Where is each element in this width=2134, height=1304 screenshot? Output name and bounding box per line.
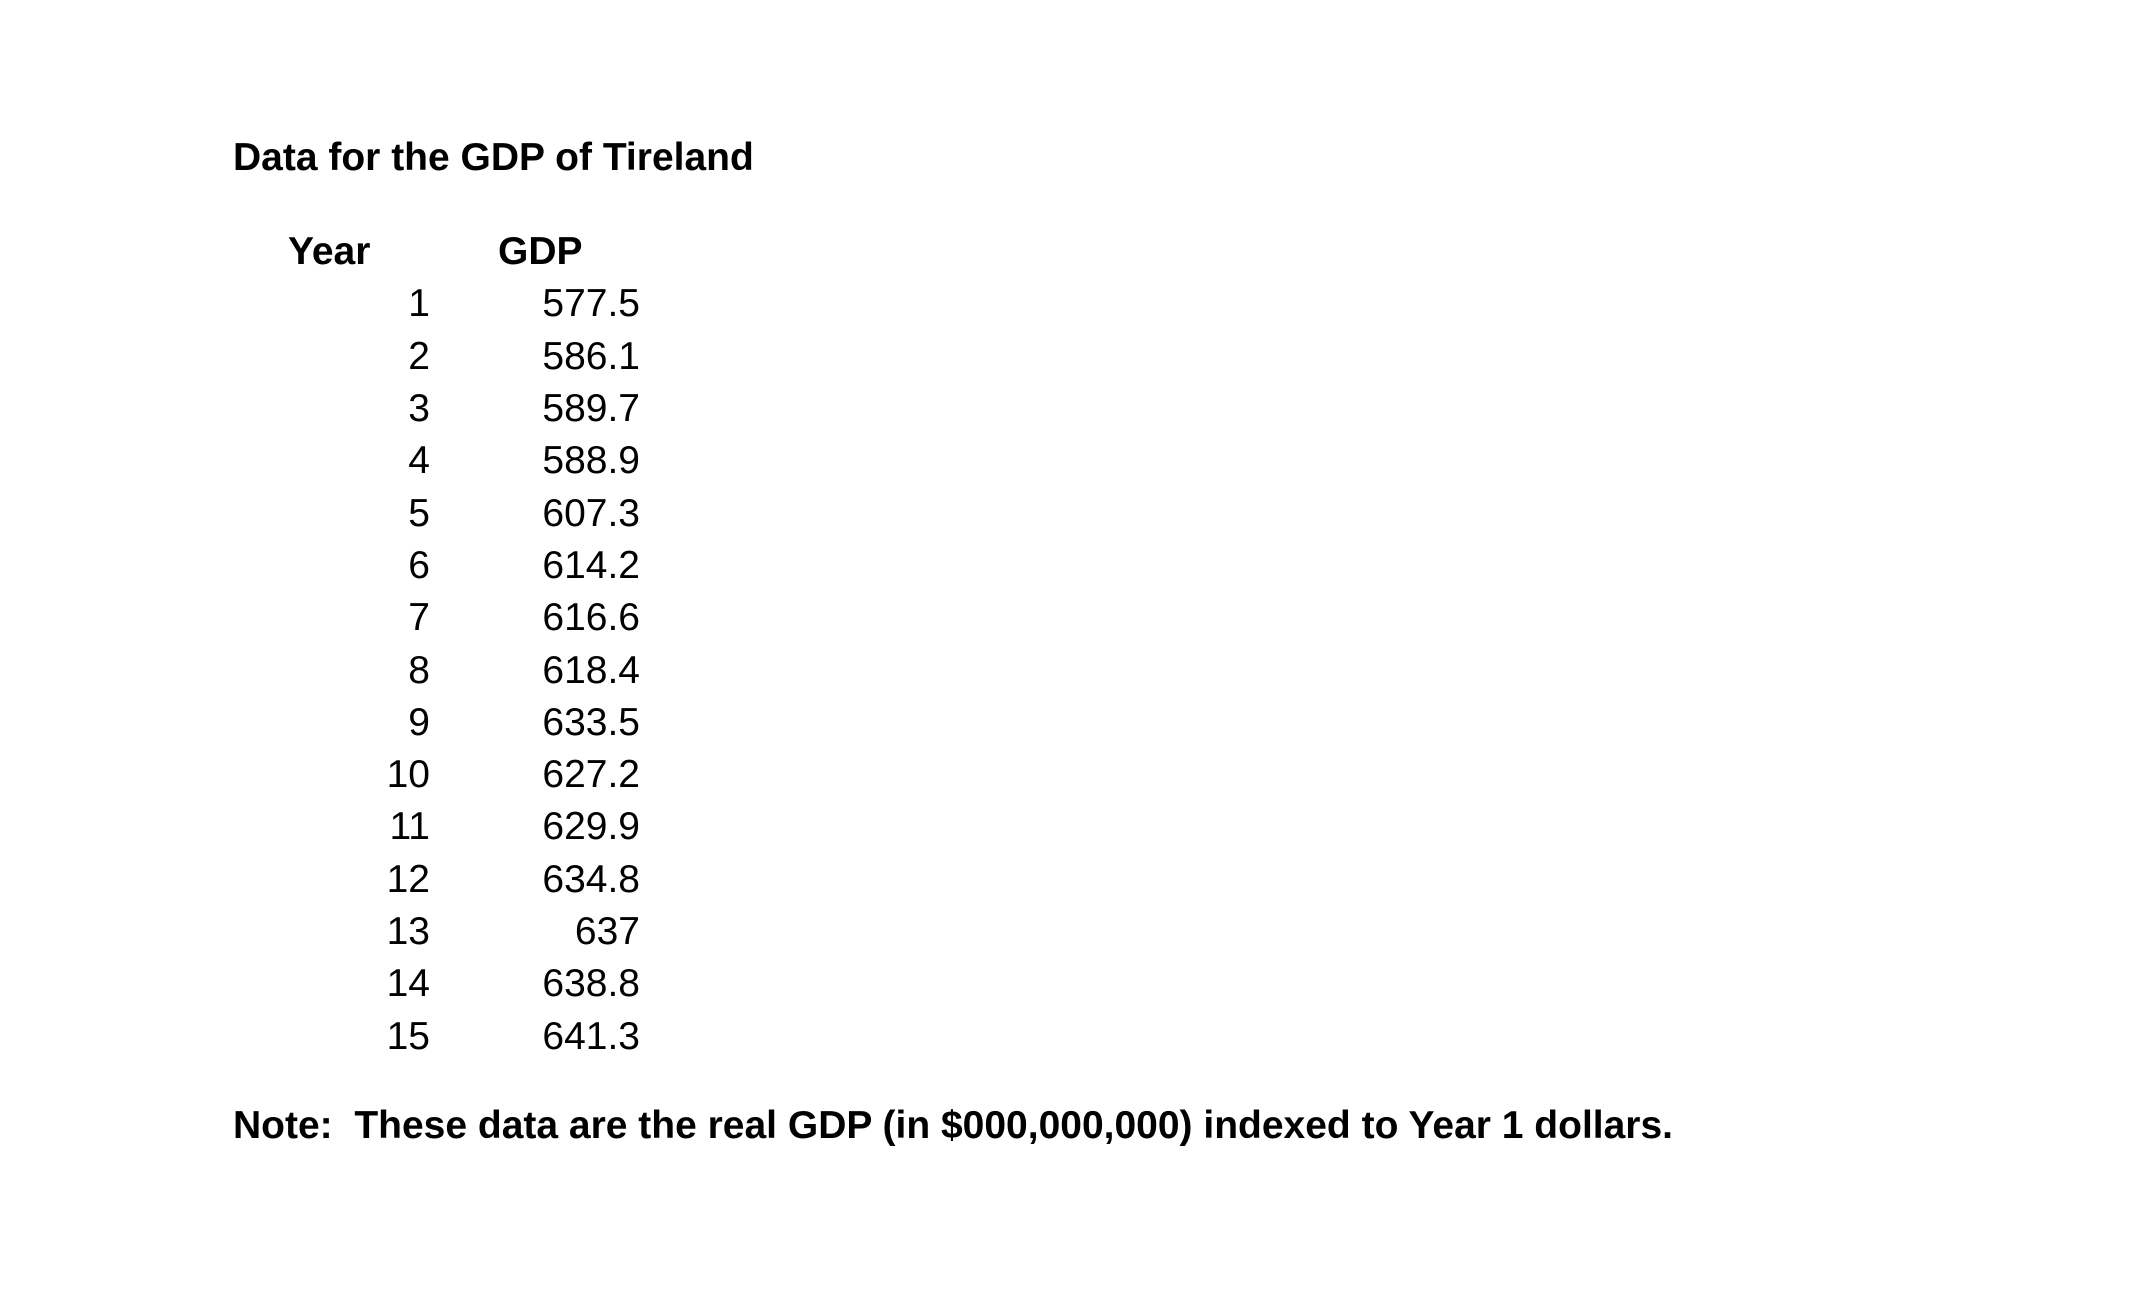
gdp-cell: 588.9 xyxy=(542,439,640,483)
gdp-cell: 618.4 xyxy=(542,648,640,692)
note-text: Note: These data are the real GDP (in $0… xyxy=(233,1104,1674,1147)
table-row: 2 586.1 xyxy=(233,331,640,383)
year-cell: 10 xyxy=(386,753,430,797)
year-cell: 4 xyxy=(408,439,430,483)
year-cell: 15 xyxy=(386,1014,430,1058)
gdp-cell: 616.6 xyxy=(542,596,640,640)
year-cell: 2 xyxy=(408,334,430,378)
gdp-cell: 614.2 xyxy=(542,543,640,587)
gdp-cell: 586.1 xyxy=(542,334,640,378)
table-row: 6 614.2 xyxy=(233,540,640,592)
table-row: 4 588.9 xyxy=(233,435,640,487)
gdp-cell: 589.7 xyxy=(542,387,640,431)
year-cell: 13 xyxy=(386,910,430,953)
table-row: 9 633.5 xyxy=(233,697,640,749)
table-row: 15 641.3 xyxy=(233,1010,640,1062)
gdp-cell: 637 xyxy=(574,910,640,953)
year-cell: 9 xyxy=(408,700,430,744)
gdp-cell: 607.3 xyxy=(542,491,640,535)
page-title: Data for the GDP of Tireland xyxy=(233,136,754,179)
table-row: 10 627.2 xyxy=(233,749,640,801)
table-row: 1 577.5 xyxy=(233,278,640,330)
table-row: 12 634.8 xyxy=(233,854,640,906)
table-header-row: Year GDP xyxy=(233,226,640,278)
year-cell: 14 xyxy=(386,962,430,1006)
table-row: 5 607.3 xyxy=(233,487,640,539)
table-row: 3 589.7 xyxy=(233,383,640,435)
table-row: 8 618.4 xyxy=(233,644,640,696)
gdp-cell: 629.9 xyxy=(542,805,640,849)
table-row: 7 616.6 xyxy=(233,592,640,644)
year-cell: 7 xyxy=(408,596,430,640)
gdp-cell: 633.5 xyxy=(542,700,640,744)
gdp-cell: 638.8 xyxy=(542,962,640,1006)
gdp-cell: 627.2 xyxy=(542,753,640,797)
year-cell: 5 xyxy=(408,491,430,535)
gdp-cell: 634.8 xyxy=(542,857,640,901)
year-cell: 8 xyxy=(408,648,430,692)
gdp-cell: 641.3 xyxy=(542,1014,640,1058)
column-header-year: Year xyxy=(288,230,371,274)
year-cell: 6 xyxy=(408,543,430,587)
table-row: 11 629.9 xyxy=(233,801,641,853)
table-row: 14 638.8 xyxy=(233,958,640,1010)
year-cell: 3 xyxy=(408,387,430,431)
gdp-cell: 577.5 xyxy=(542,282,640,326)
gdp-data-table: Year GDP 1 577.5 2 586.1 3 589.7 4 588.9… xyxy=(233,226,640,1063)
year-cell: 1 xyxy=(408,282,430,326)
year-cell: 11 xyxy=(389,805,431,849)
column-header-gdp: GDP xyxy=(498,230,583,274)
table-row: 13 637 xyxy=(233,906,640,958)
year-cell: 12 xyxy=(386,857,430,901)
